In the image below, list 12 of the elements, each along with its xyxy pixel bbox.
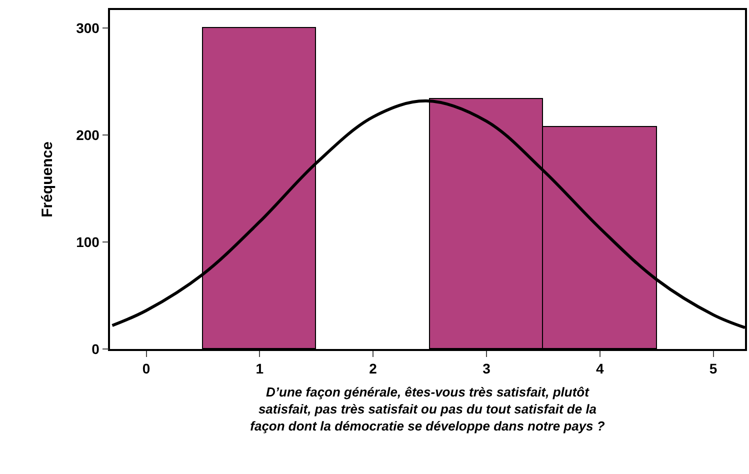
y-tick-label: 200 <box>76 127 100 144</box>
y-tick-label: 100 <box>76 234 100 250</box>
x-tick-label: 5 <box>709 360 718 377</box>
y-axis-title: Fréquence <box>38 142 56 218</box>
x-tick-label: 3 <box>482 360 491 377</box>
y-tick-label: 300 <box>76 20 100 36</box>
x-axis-title: D’une façon générale, êtes-vous très satisfait, plutôt satisfait, pas très satisfait ou pas du tout satisfait de la façon dont la démocratie se développe dans notre pays ? <box>250 384 605 434</box>
x-tick-label: 2 <box>369 360 378 377</box>
x-tick-label: 1 <box>256 360 264 377</box>
x-tick-label: 4 <box>596 360 604 377</box>
y-tick-label: 0 <box>92 340 100 357</box>
x-tick-label: 0 <box>142 360 150 377</box>
